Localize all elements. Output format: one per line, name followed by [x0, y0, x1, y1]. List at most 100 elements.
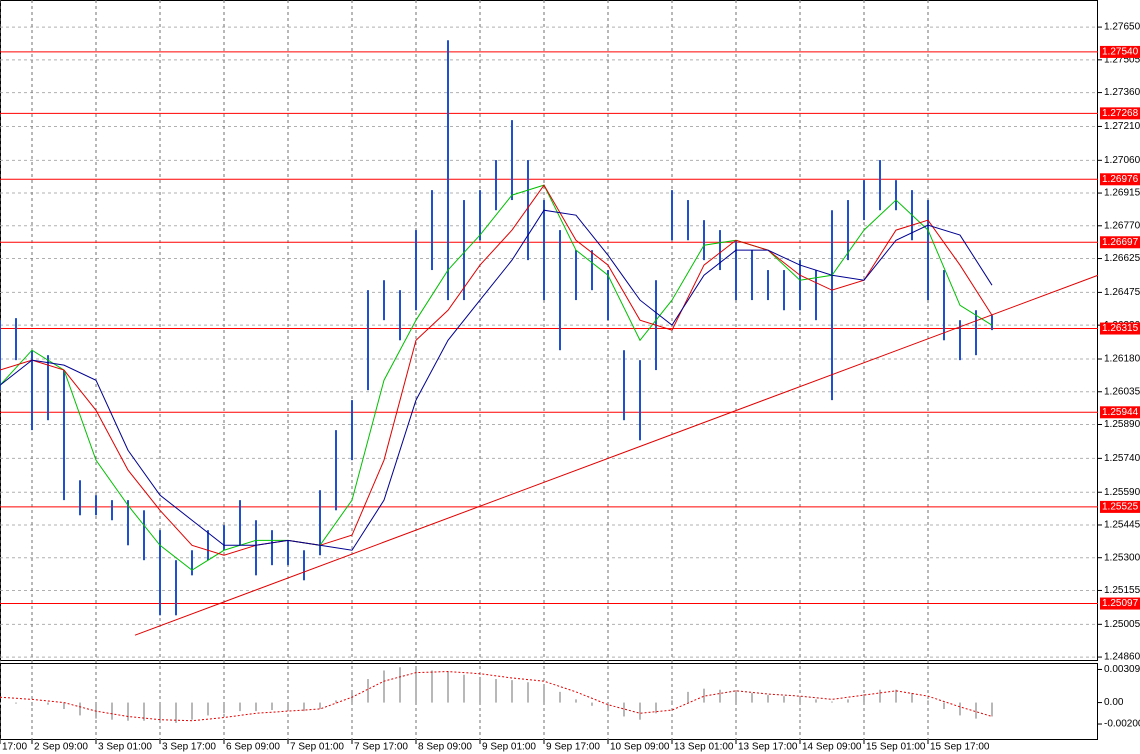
histogram-bar — [911, 692, 913, 703]
x-tick-label: 17:00 — [2, 742, 27, 753]
histogram-bar — [207, 702, 209, 716]
histogram-bar — [0, 702, 1, 705]
histogram-bar — [527, 682, 529, 703]
level-label: 1.26315 — [1102, 323, 1139, 334]
x-tick-label: 13 Sep 17:00 — [738, 742, 798, 753]
histogram-bar — [863, 694, 865, 703]
x-tick-label: 7 Sep 01:00 — [290, 742, 344, 753]
histogram-bar — [655, 702, 657, 714]
histogram-bar — [559, 691, 561, 703]
x-tick-label: 9 Sep 01:00 — [482, 742, 536, 753]
histogram-bar — [111, 702, 113, 720]
x-tick-label: 13 Sep 01:00 — [674, 742, 734, 753]
histogram-bar — [815, 699, 817, 703]
histogram-bar — [943, 702, 945, 709]
x-tick-label: 7 Sep 17:00 — [354, 742, 408, 753]
histogram-bar — [47, 702, 49, 705]
trendline — [134, 274, 1099, 636]
histogram-bar — [95, 702, 97, 719]
histogram-bar — [399, 667, 401, 703]
histogram-bar — [63, 702, 65, 709]
moving-average — [0, 209, 993, 551]
y-tick-label: 1.26625 — [1104, 253, 1140, 264]
histogram-bar — [383, 670, 385, 703]
histogram-bar — [623, 702, 625, 717]
x-tick-label: 6 Sep 09:00 — [226, 742, 280, 753]
y-tick-label: 1.26770 — [1104, 220, 1140, 231]
signal-line — [0, 671, 993, 722]
histogram-bar — [847, 699, 849, 703]
histogram-bar — [959, 702, 961, 716]
histogram-bar — [687, 691, 689, 703]
histogram-bar — [783, 696, 785, 703]
y-tick-label: 1.25005 — [1104, 619, 1140, 630]
histogram-bar — [799, 698, 801, 703]
level-label-box — [1100, 173, 1140, 186]
y-tick-label: 1.26475 — [1104, 287, 1140, 298]
histogram-bar — [895, 689, 897, 703]
level-label-box — [1100, 322, 1140, 335]
y-tick-label: 1.25445 — [1104, 520, 1140, 531]
y-tick-label: 1.26035 — [1104, 386, 1140, 397]
x-tick-label: 2 Sep 09:00 — [34, 742, 88, 753]
level-label: 1.25944 — [1102, 407, 1139, 418]
histogram-bar — [479, 676, 481, 703]
histogram-bar — [927, 700, 929, 703]
level-label-box — [1100, 236, 1140, 249]
histogram-bar — [607, 702, 609, 712]
histogram-bar — [719, 689, 721, 703]
histogram-bar — [223, 702, 225, 714]
level-label-box — [1100, 597, 1140, 610]
histogram-bar — [671, 700, 673, 703]
histogram-bar — [143, 702, 145, 721]
x-tick-label: 8 Sep 09:00 — [418, 742, 472, 753]
histogram-bar — [239, 702, 241, 712]
histogram-bar — [319, 702, 321, 709]
y-tick-label: 1.27650 — [1104, 22, 1140, 33]
y-tick-label: 1.27505 — [1104, 54, 1140, 65]
histogram-bar — [271, 702, 273, 711]
histogram-bar — [335, 700, 337, 703]
histogram-bar — [591, 702, 593, 706]
moving-average — [0, 184, 993, 571]
histogram-bar — [495, 679, 497, 703]
histogram-bar — [751, 692, 753, 703]
histogram-bar — [703, 688, 705, 703]
y-tick-label: 1.25740 — [1104, 453, 1140, 464]
histogram-bar — [127, 702, 129, 721]
histogram-bar — [575, 699, 577, 703]
histogram-bar — [831, 701, 833, 703]
y-tick-label: 1.24860 — [1104, 652, 1140, 663]
x-tick-label: 3 Sep 01:00 — [98, 742, 152, 753]
moving-average — [0, 184, 993, 556]
level-label: 1.26697 — [1102, 237, 1139, 248]
histogram-bar — [303, 702, 305, 712]
y-tick-label: 1.25155 — [1104, 585, 1140, 596]
y-tick-label: 1.25300 — [1104, 552, 1140, 563]
histogram-bar — [975, 702, 977, 719]
histogram-bar — [367, 679, 369, 703]
histogram-bar — [255, 702, 257, 712]
histogram-bar — [543, 684, 545, 703]
histogram-bar — [511, 680, 513, 703]
y-tick-label: 1.27210 — [1104, 121, 1140, 132]
histogram-bar — [79, 702, 81, 716]
level-label-box — [1100, 500, 1140, 513]
histogram-bar — [879, 689, 881, 703]
histogram-bar — [991, 702, 993, 717]
histogram-bar — [15, 702, 17, 704]
indicator-panel — [0, 663, 1098, 740]
y-tick-label: 1.25590 — [1104, 487, 1140, 498]
level-label: 1.27540 — [1102, 47, 1139, 58]
y-tick-label: 0.00 — [1104, 697, 1124, 708]
x-tick-label: 3 Sep 17:00 — [162, 742, 216, 753]
histogram-bar — [463, 674, 465, 703]
level-label: 1.26976 — [1102, 174, 1139, 185]
y-tick-label: 1.27360 — [1104, 87, 1140, 98]
histogram-bar — [415, 668, 417, 703]
x-tick-label: 15 Sep 01:00 — [866, 742, 926, 753]
x-tick-label: 14 Sep 09:00 — [802, 742, 862, 753]
x-tick-label: 9 Sep 17:00 — [546, 742, 600, 753]
